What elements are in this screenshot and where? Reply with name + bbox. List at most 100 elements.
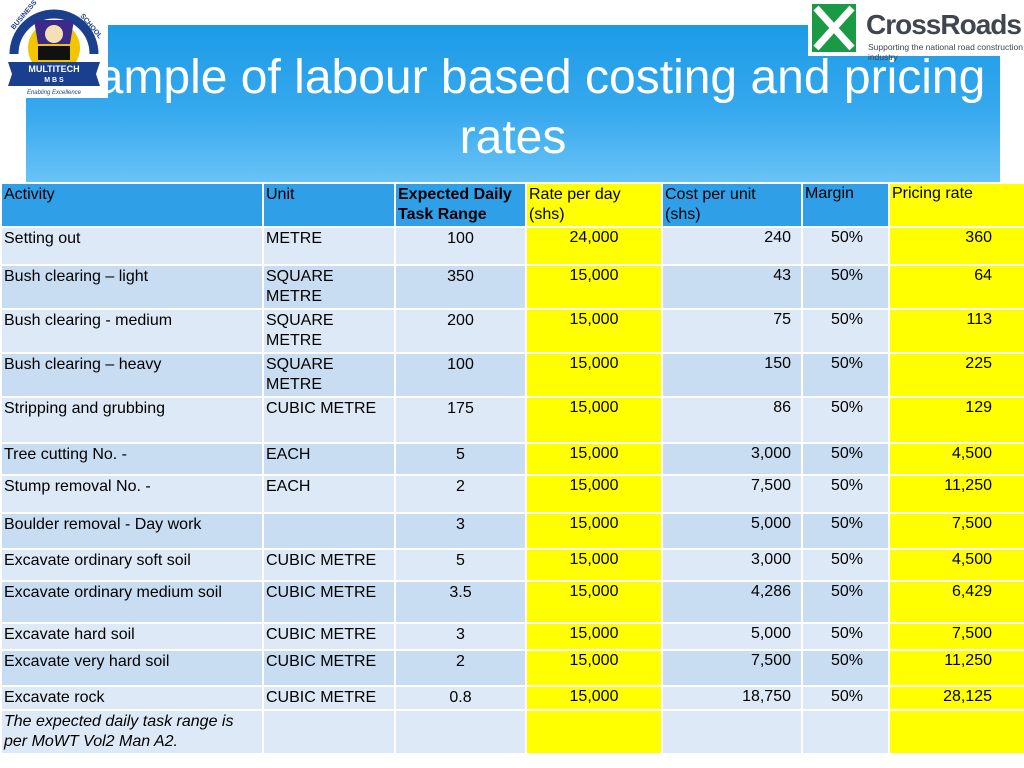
cell-unit xyxy=(262,512,396,550)
cell-cost: 43 xyxy=(661,264,803,310)
footnote-empty-cell xyxy=(888,709,1024,755)
header-unit: Unit xyxy=(262,182,396,228)
svg-text:M B S: M B S xyxy=(44,77,64,84)
cell-activity: Stripping and grubbing xyxy=(0,396,264,444)
cell-cost: 3,000 xyxy=(661,442,803,476)
crossroads-logo: CrossRoads Supporting the national road … xyxy=(808,0,1024,62)
cell-pricing-rate: 225 xyxy=(888,352,1024,398)
cell-pricing-rate: 11,250 xyxy=(888,474,1024,514)
slide-title: Example of labour based costing and pric… xyxy=(40,51,986,164)
cell-cost: 150 xyxy=(661,352,803,398)
table-row: Stripping and grubbing CUBIC METRE 175 15,0… xyxy=(0,396,1024,444)
cell-rate: 15,000 xyxy=(525,442,663,476)
cell-cost: 5,000 xyxy=(661,622,803,651)
cell-margin: 50% xyxy=(801,649,890,687)
cell-pricing-rate: 64 xyxy=(888,264,1024,310)
cell-task-range: 5 xyxy=(394,442,527,476)
cell-unit: CUBIC METRE xyxy=(262,685,396,711)
cell-pricing-rate: 129 xyxy=(888,396,1024,444)
svg-text:MULTITECH: MULTITECH xyxy=(28,64,79,74)
cell-task-range: 350 xyxy=(394,264,527,310)
cell-unit: CUBIC METRE xyxy=(262,396,396,444)
cell-task-range: 100 xyxy=(394,352,527,398)
cell-cost: 18,750 xyxy=(661,685,803,711)
cell-rate: 15,000 xyxy=(525,580,663,624)
cell-unit: CUBIC METRE xyxy=(262,548,396,582)
cell-unit: CUBIC METRE xyxy=(262,649,396,687)
cell-pricing-rate: 11,250 xyxy=(888,649,1024,687)
cell-rate: 15,000 xyxy=(525,264,663,310)
cell-activity: Tree cutting No. - xyxy=(0,442,264,476)
cell-margin: 50% xyxy=(801,548,890,582)
cell-pricing-rate: 113 xyxy=(888,308,1024,354)
svg-text:Enabling Excellence: Enabling Excellence xyxy=(27,90,82,96)
table-row: Excavate ordinary medium soil CUBIC METRE… xyxy=(0,580,1024,624)
cell-task-range: 3 xyxy=(394,512,527,550)
cell-task-range: 100 xyxy=(394,226,527,266)
cell-task-range: 175 xyxy=(394,396,527,444)
cell-cost: 7,500 xyxy=(661,474,803,514)
cell-activity: Excavate very hard soil xyxy=(0,649,264,687)
cell-task-range: 2 xyxy=(394,474,527,514)
cell-task-range: 3.5 xyxy=(394,580,527,624)
cell-task-range: 3 xyxy=(394,622,527,651)
cell-unit: EACH xyxy=(262,442,396,476)
table-row: Stump removal No. - EACH 2 15,000 7,500 50% 11… xyxy=(0,474,1024,514)
cell-margin: 50% xyxy=(801,308,890,354)
cell-pricing-rate: 4,500 xyxy=(888,548,1024,582)
table-row: Setting out METRE 100 24,000 240 50% 360 xyxy=(0,226,1024,266)
cell-pricing-rate: 6,429 xyxy=(888,580,1024,624)
header-cost: Cost per unit (shs) xyxy=(661,182,803,228)
footnote-empty-cell xyxy=(661,709,803,755)
costing-table: Activity Unit Expected Daily Task Range … xyxy=(0,182,1024,755)
header-pricing: Pricing rate xyxy=(888,182,1024,228)
cell-activity: Stump removal No. - xyxy=(0,474,264,514)
table-header-row: Activity Unit Expected Daily Task Range … xyxy=(0,182,1024,228)
cell-margin: 50% xyxy=(801,396,890,444)
cell-unit: EACH xyxy=(262,474,396,514)
footnote-empty-cell xyxy=(394,709,527,755)
cell-rate: 15,000 xyxy=(525,352,663,398)
cell-cost: 240 xyxy=(661,226,803,266)
cell-margin: 50% xyxy=(801,226,890,266)
cell-rate: 15,000 xyxy=(525,512,663,550)
cell-activity: Excavate hard soil xyxy=(0,622,264,651)
footnote-empty-cell xyxy=(801,709,890,755)
header-margin: Margin xyxy=(801,182,890,228)
cell-rate: 15,000 xyxy=(525,649,663,687)
footnote-row: The expected daily task range is per MoW… xyxy=(0,709,1024,755)
footnote-rate-cell: 20 xyxy=(525,709,663,755)
table-row: Excavate hard soil CUBIC METRE 3 15,000 5,00… xyxy=(0,622,1024,651)
cell-task-range: 2 xyxy=(394,649,527,687)
table-row: Excavate very hard soil CUBIC METRE 2 15,00… xyxy=(0,649,1024,687)
cell-task-range: 5 xyxy=(394,548,527,582)
table-row: Tree cutting No. - EACH 5 15,000 3,000 50% 4,5… xyxy=(0,442,1024,476)
header-task-range: Expected Daily Task Range xyxy=(394,182,527,228)
cell-rate: 24,000 xyxy=(525,226,663,266)
multitech-crest-icon: MULTITECH M B S Enabling Excellence BUSI… xyxy=(8,0,104,96)
multitech-logo: MULTITECH M B S Enabling Excellence BUSI… xyxy=(0,0,108,98)
table-row: Bush clearing – light SQUARE METRE 350 15,0… xyxy=(0,264,1024,310)
table-footnote: The expected daily task range is per MoW… xyxy=(0,709,264,755)
cell-unit: CUBIC METRE xyxy=(262,580,396,624)
cell-pricing-rate: 28,125 xyxy=(888,685,1024,711)
cell-cost: 3,000 xyxy=(661,548,803,582)
table-row: Excavate ordinary soft soil CUBIC METRE 5 1… xyxy=(0,548,1024,582)
cell-margin: 50% xyxy=(801,512,890,550)
cell-activity: Excavate ordinary soft soil xyxy=(0,548,264,582)
cell-activity: Bush clearing - medium xyxy=(0,308,264,354)
cell-rate: 15,000 xyxy=(525,396,663,444)
crossroads-tagline: Supporting the national road constructio… xyxy=(868,42,1023,62)
cell-pricing-rate: 360 xyxy=(888,226,1024,266)
cell-activity: Bush clearing – heavy xyxy=(0,352,264,398)
crossroads-name: CrossRoads xyxy=(866,9,1022,40)
header-activity: Activity xyxy=(0,182,264,228)
cell-cost: 75 xyxy=(661,308,803,354)
cell-cost: 4,286 xyxy=(661,580,803,624)
table-row: Boulder removal - Day work 3 15,000 5,000 50… xyxy=(0,512,1024,550)
cell-rate: 15,000 xyxy=(525,548,663,582)
cell-activity: Setting out xyxy=(0,226,264,266)
cell-cost: 5,000 xyxy=(661,512,803,550)
cell-rate: 15,000 xyxy=(525,685,663,711)
cell-rate: 15,000 xyxy=(525,474,663,514)
